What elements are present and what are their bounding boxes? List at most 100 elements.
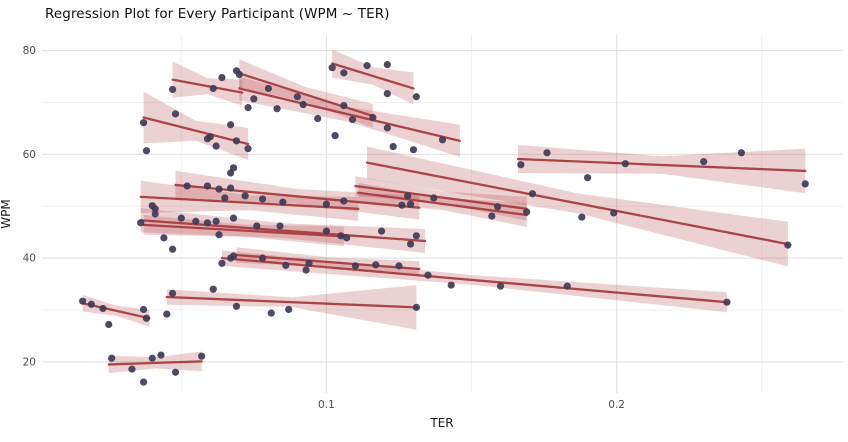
- data-point: [340, 69, 348, 77]
- data-point: [412, 93, 420, 101]
- data-point: [168, 85, 177, 94]
- data-point: [128, 365, 136, 373]
- data-point: [253, 222, 261, 230]
- data-point: [232, 137, 241, 145]
- data-point: [447, 281, 455, 289]
- data-point: [218, 259, 226, 267]
- regression-line: [142, 116, 250, 146]
- confidence-band: [140, 180, 359, 221]
- data-point: [241, 192, 249, 200]
- data-point: [163, 310, 171, 318]
- regression-line: [331, 62, 415, 90]
- regression-line: [238, 87, 462, 142]
- data-point: [700, 157, 708, 166]
- regression-line: [107, 360, 203, 366]
- data-point: [343, 234, 351, 242]
- confidence-band: [367, 146, 788, 267]
- data-point: [363, 62, 371, 70]
- data-point: [314, 114, 322, 123]
- data-point: [250, 95, 258, 103]
- data-point: [723, 298, 731, 306]
- data-point: [139, 305, 148, 314]
- regression-line: [365, 161, 790, 246]
- data-point: [282, 261, 290, 269]
- y-tick-label: 80: [23, 45, 36, 57]
- data-point: [369, 113, 377, 122]
- data-point: [198, 352, 206, 360]
- data-point: [148, 354, 156, 362]
- data-point: [209, 84, 217, 93]
- data-point: [79, 297, 87, 305]
- data-point: [412, 232, 420, 240]
- data-point: [276, 222, 284, 230]
- data-point: [137, 219, 145, 227]
- data-point: [203, 219, 212, 227]
- data-point: [305, 259, 313, 267]
- regression-line: [235, 253, 421, 271]
- data-point: [235, 70, 243, 79]
- data-point: [340, 101, 348, 110]
- data-point: [108, 354, 116, 362]
- regression-line: [357, 191, 528, 217]
- data-point: [494, 203, 502, 211]
- data-point: [157, 351, 165, 359]
- data-point: [302, 266, 310, 274]
- data-point: [206, 133, 214, 141]
- data-point: [340, 197, 348, 205]
- data-point: [221, 194, 229, 202]
- data-point: [438, 136, 447, 144]
- data-point: [610, 209, 618, 217]
- data-point: [151, 210, 159, 218]
- data-point: [377, 227, 386, 235]
- data-point: [142, 314, 151, 322]
- data-point: [267, 309, 275, 317]
- data-point: [227, 169, 235, 177]
- data-point: [424, 271, 432, 279]
- data-point: [496, 282, 505, 290]
- data-point: [244, 104, 252, 112]
- regression-line: [139, 195, 360, 210]
- data-point: [218, 73, 226, 82]
- data-point: [244, 145, 252, 153]
- data-point: [331, 132, 339, 140]
- data-point: [395, 262, 403, 270]
- data-point: [212, 217, 220, 225]
- y-tick-label: 40: [23, 253, 36, 265]
- data-point: [523, 208, 531, 216]
- data-point: [171, 110, 180, 118]
- y-tick-label: 20: [23, 356, 36, 368]
- data-point: [488, 212, 496, 220]
- data-point: [203, 182, 212, 190]
- data-point: [215, 185, 223, 193]
- regression-line: [516, 157, 807, 173]
- data-point: [139, 119, 148, 127]
- data-point: [383, 90, 391, 98]
- regression-line: [220, 256, 729, 304]
- data-point: [209, 285, 217, 293]
- data-point: [404, 192, 412, 200]
- data-point: [139, 378, 148, 386]
- data-point: [232, 302, 241, 310]
- data-point: [383, 124, 391, 132]
- data-point: [87, 300, 95, 308]
- data-point: [578, 213, 586, 221]
- data-point: [160, 234, 168, 242]
- regression-line: [142, 223, 345, 238]
- data-point: [348, 115, 357, 124]
- data-point: [737, 149, 746, 157]
- regression-line: [139, 219, 427, 243]
- data-point: [389, 142, 397, 151]
- data-point: [412, 303, 420, 311]
- y-axis-title: WPM: [0, 199, 13, 229]
- data-point: [168, 245, 177, 253]
- x-axis-title: TER: [430, 416, 454, 430]
- data-point: [337, 232, 345, 240]
- regression-line: [238, 72, 374, 118]
- data-point: [177, 214, 185, 222]
- data-point: [528, 190, 537, 198]
- confidence-band: [518, 145, 806, 194]
- data-point: [621, 160, 629, 168]
- regression-line: [165, 295, 418, 309]
